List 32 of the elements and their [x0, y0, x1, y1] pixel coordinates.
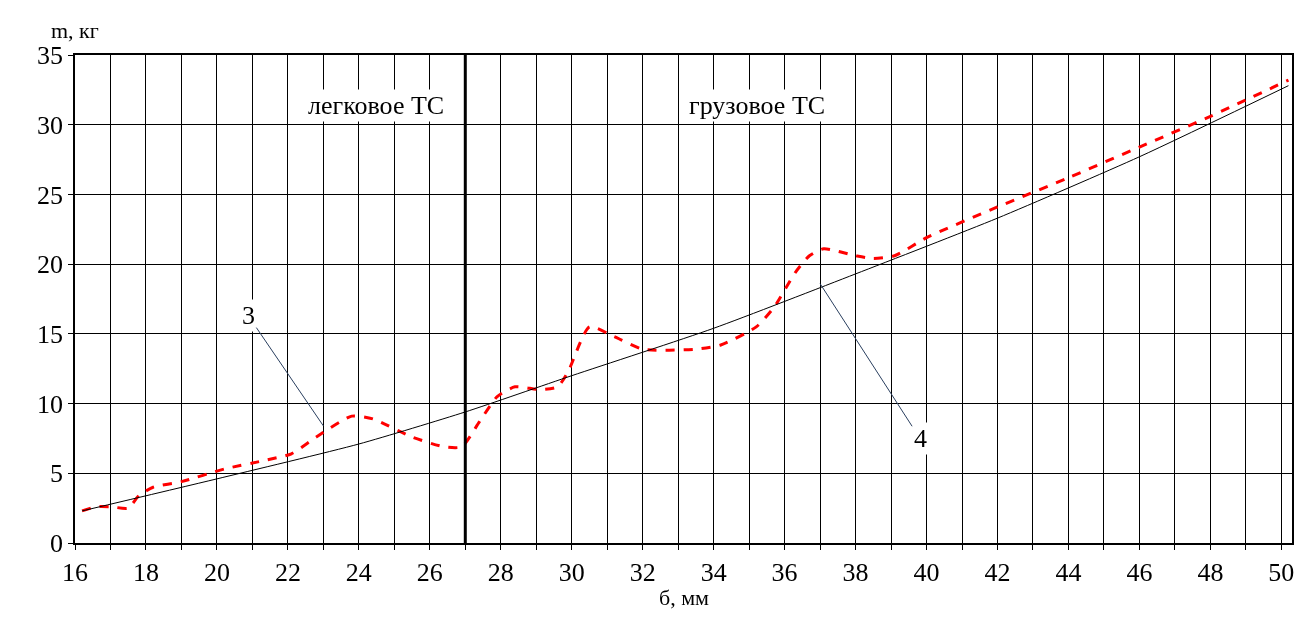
x-tick-label: 24	[345, 557, 372, 587]
annotation: 4	[914, 424, 927, 453]
x-tick-label: 38	[842, 557, 869, 587]
y-tick-label: 5	[50, 459, 64, 489]
x-axis-title: б, мм	[659, 585, 710, 610]
x-tick-label: 42	[984, 557, 1011, 587]
x-tick-label: 20	[203, 557, 230, 587]
y-tick-label: 15	[37, 319, 64, 349]
x-tick-label: 40	[913, 557, 940, 587]
x-tick-label: 34	[700, 557, 727, 587]
y-tick-label: 25	[37, 180, 64, 210]
x-tick-label: 46	[1126, 557, 1153, 587]
y-tick-label: 35	[37, 41, 64, 71]
y-tick-label: 20	[37, 250, 64, 280]
y-axis-title: m, кг	[51, 18, 99, 43]
x-tick-label: 16	[62, 557, 88, 587]
x-tick-label: 18	[132, 557, 159, 587]
x-tick-label: 28	[487, 557, 514, 587]
x-tick-label: 50	[1268, 557, 1295, 587]
x-tick-label: 48	[1197, 557, 1224, 587]
x-tick-label: 32	[629, 557, 656, 587]
y-tick-label: 0	[50, 529, 64, 559]
y-tick-label: 30	[37, 110, 64, 140]
x-tick-label: 26	[416, 557, 443, 587]
annotation: грузовое ТС	[689, 91, 826, 120]
x-tick-label: 22	[274, 557, 301, 587]
y-tick-label: 10	[37, 389, 64, 419]
annotation: 3	[242, 301, 255, 330]
annotation: легковое ТС	[308, 91, 445, 120]
x-tick-label: 44	[1055, 557, 1082, 587]
x-tick-label: 36	[771, 557, 798, 587]
x-tick-label: 30	[558, 557, 585, 587]
